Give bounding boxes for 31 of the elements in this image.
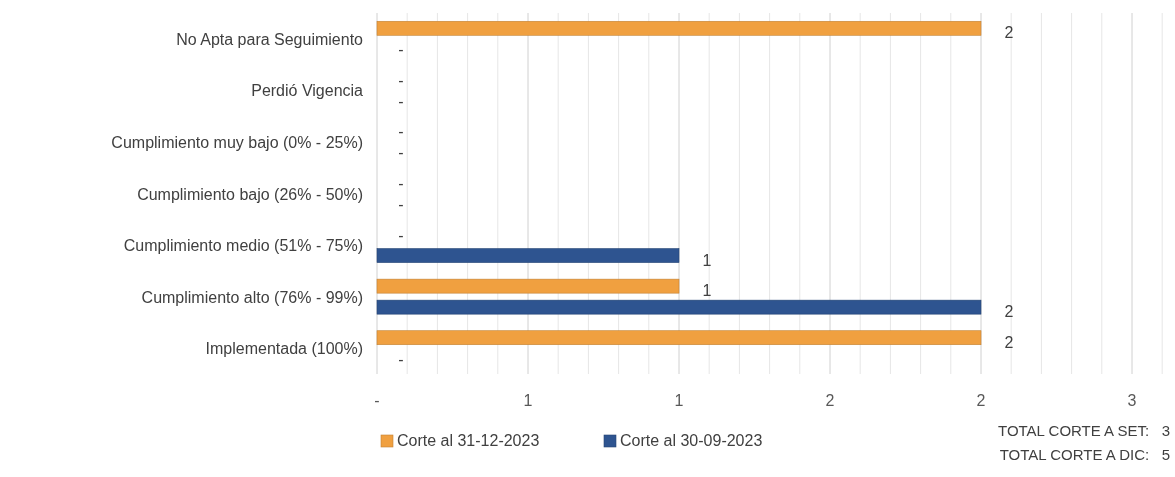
data-label: 2 bbox=[1004, 24, 1014, 42]
data-label: 2 bbox=[1004, 303, 1014, 321]
x-tick-label: 3 bbox=[1127, 392, 1137, 409]
x-tick-label: - bbox=[374, 392, 380, 409]
data-label: - bbox=[398, 41, 404, 59]
data-label: - bbox=[398, 175, 404, 192]
y-tick-label: No Apta para Seguimiento bbox=[176, 30, 364, 48]
y-tick-label: Cumplimiento medio (51% - 75%) bbox=[123, 237, 363, 255]
data-label: 1 bbox=[702, 251, 712, 269]
data-label: - bbox=[398, 196, 404, 213]
x-tick-label: 2 bbox=[976, 392, 986, 409]
data-label: 2 bbox=[1004, 333, 1014, 351]
y-tick-label: Cumplimiento muy bajo (0% - 25%) bbox=[111, 133, 363, 151]
data-label: - bbox=[398, 144, 404, 162]
data-label: - bbox=[398, 123, 404, 141]
text: TOTAL CORTE A DIC: 5 bbox=[999, 446, 1170, 463]
data-label: 1 bbox=[702, 282, 712, 300]
y-tick-label: Implementada (100%) bbox=[205, 340, 363, 358]
legend-label: Corte al 31-12-2023 bbox=[397, 432, 540, 449]
x-tick-label: 1 bbox=[523, 392, 533, 409]
legend-label: Corte al 30-09-2023 bbox=[620, 432, 763, 449]
x-tick-label: 2 bbox=[825, 392, 835, 409]
data-label: - bbox=[398, 71, 404, 89]
y-tick-label: Perdió Vigencia bbox=[251, 82, 364, 100]
data-label: - bbox=[398, 92, 404, 110]
x-tick-label: 1 bbox=[674, 392, 684, 409]
text: TOTAL CORTE A SET: 3 bbox=[997, 422, 1170, 439]
data-label: - bbox=[398, 226, 404, 244]
y-tick-label: Cumplimiento bajo (26% - 50%) bbox=[137, 185, 363, 203]
data-label: - bbox=[398, 350, 404, 368]
y-tick-label: Cumplimiento alto (76% - 99%) bbox=[141, 288, 363, 306]
